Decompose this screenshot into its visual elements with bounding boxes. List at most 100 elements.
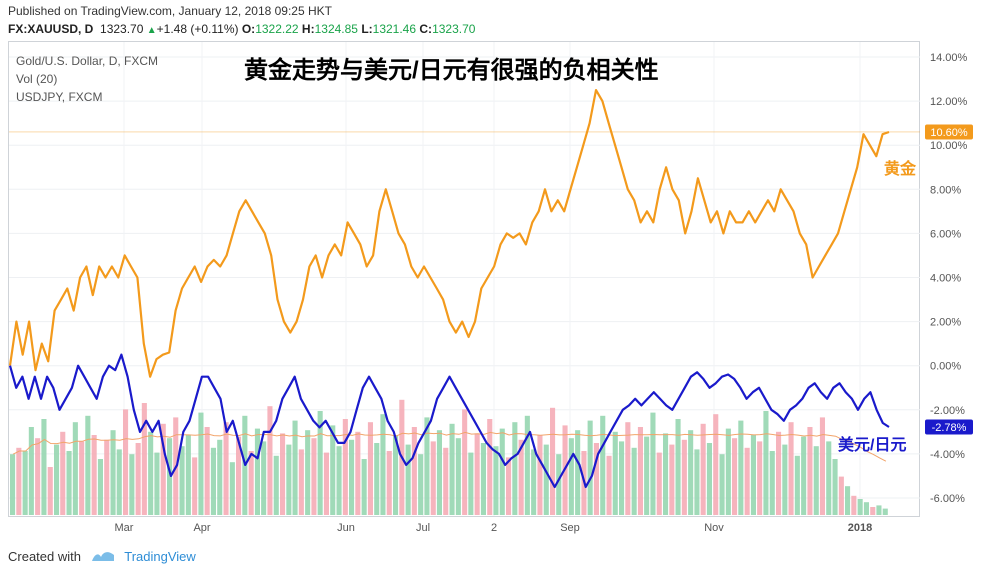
volume-bar — [185, 435, 191, 515]
volume-bar — [600, 415, 606, 515]
volume-bar — [788, 422, 794, 515]
volume-bar — [625, 422, 631, 515]
volume-bar — [60, 431, 66, 515]
volume-bar — [882, 508, 888, 515]
volume-bar — [663, 433, 669, 515]
volume-bar — [650, 412, 656, 515]
y-tick-label: 0.00% — [930, 361, 961, 373]
volume-bar — [719, 454, 725, 515]
volume-bar — [776, 431, 782, 515]
volume-bar — [832, 459, 838, 515]
volume-bar — [543, 444, 549, 515]
volume-bar — [85, 415, 91, 515]
volume-bar — [254, 428, 260, 515]
y-tick-label: 6.00% — [930, 228, 961, 240]
volume-bar — [286, 444, 292, 515]
tradingview-link[interactable]: TradingView — [124, 549, 196, 564]
volume-bar — [72, 422, 78, 515]
high-value: 1324.85 — [314, 22, 358, 36]
y-tick-label: 12.00% — [930, 96, 968, 108]
volume-bar — [66, 451, 72, 515]
usdjpy-series-line — [8, 353, 890, 489]
volume-bar — [537, 435, 543, 515]
volume-bar — [612, 431, 618, 515]
volume-bar — [336, 446, 342, 515]
volume-bar — [79, 441, 85, 515]
volume-bar — [436, 430, 442, 515]
usdjpy-last-label: -2.78% — [925, 419, 973, 435]
volume-bar — [506, 457, 512, 515]
y-tick-label: 10.00% — [930, 140, 968, 152]
tradingview-logo-icon — [91, 549, 115, 566]
volume-bar — [575, 430, 581, 515]
volume-bar — [619, 441, 625, 515]
legend-main: Gold/U.S. Dollar, D, FXCM — [16, 54, 159, 68]
volume-bar — [405, 444, 411, 515]
volume-bar — [631, 447, 637, 515]
volume-bar — [725, 428, 731, 515]
chart-title: 黄金走势与美元/日元有很强的负相关性 — [244, 57, 659, 84]
low-value: 1321.46 — [372, 22, 417, 36]
legend-compare: USDJPY, FXCM — [16, 90, 103, 104]
volume-bar — [794, 455, 800, 515]
created-with-label: Created with — [8, 549, 81, 564]
volume-bar — [135, 443, 141, 515]
volume-bar — [487, 419, 493, 515]
volume-bar — [154, 452, 160, 515]
open-label: O: — [241, 22, 256, 36]
volume-bar — [807, 427, 813, 515]
volume-bar — [273, 455, 279, 515]
volume-bar — [474, 433, 480, 515]
volume-bar — [292, 420, 298, 515]
volume-bar — [104, 439, 110, 515]
usdjpy-annotation: 美元/日元 — [838, 435, 906, 454]
volume-bar — [10, 454, 16, 515]
volume-bar — [480, 443, 486, 515]
volume-bar — [782, 444, 788, 515]
plot-area[interactable] — [8, 41, 920, 517]
volume-bar — [826, 441, 832, 515]
y-tick-label: -4.00% — [930, 449, 965, 461]
volume-bar — [280, 433, 286, 515]
volume-bar — [311, 438, 317, 515]
volume-bar — [430, 441, 436, 515]
volume-bar — [305, 430, 311, 515]
volume-bar — [851, 495, 857, 515]
volume-bar — [198, 412, 204, 515]
y-tick-label: 14.00% — [930, 52, 968, 64]
close-label: C: — [419, 22, 433, 36]
volume-bar — [47, 467, 53, 515]
volume-bar — [323, 452, 329, 515]
volume-bar — [41, 419, 47, 515]
volume-bar — [349, 439, 355, 515]
volume-bar — [223, 422, 229, 515]
volume-bar — [148, 431, 154, 515]
volume-bar — [512, 422, 518, 515]
volume-bar — [141, 403, 147, 515]
volume-bar — [374, 443, 380, 515]
volume-bar — [550, 407, 556, 515]
volume-bar — [732, 438, 738, 515]
y-axis: 14.00% 12.00% 10.00% 8.00% 6.00% 4.00% 2.00% 0.… — [930, 52, 968, 505]
volume-bar — [236, 436, 242, 515]
volume-bar — [462, 409, 468, 515]
volume-bar — [380, 414, 386, 515]
volume-bar — [750, 435, 756, 515]
open-value: 1322.22 — [255, 22, 299, 36]
volume-bar — [455, 438, 461, 515]
volume-bar — [845, 486, 851, 515]
volume-bar — [819, 417, 825, 515]
volume-bar — [443, 447, 449, 515]
volume-bar — [556, 454, 562, 515]
volume-bar — [493, 446, 499, 515]
volume-bar — [16, 447, 22, 515]
volume-bar — [531, 449, 537, 515]
volume-bar — [342, 419, 348, 515]
volume-bar — [669, 444, 675, 515]
symbol-label: FX:XAUUSD, D — [8, 22, 94, 36]
volume-bar — [411, 427, 417, 515]
volume-bar — [192, 457, 198, 515]
volume-bar — [116, 449, 122, 515]
volume-bar — [167, 438, 173, 515]
volume-bar — [769, 451, 775, 515]
